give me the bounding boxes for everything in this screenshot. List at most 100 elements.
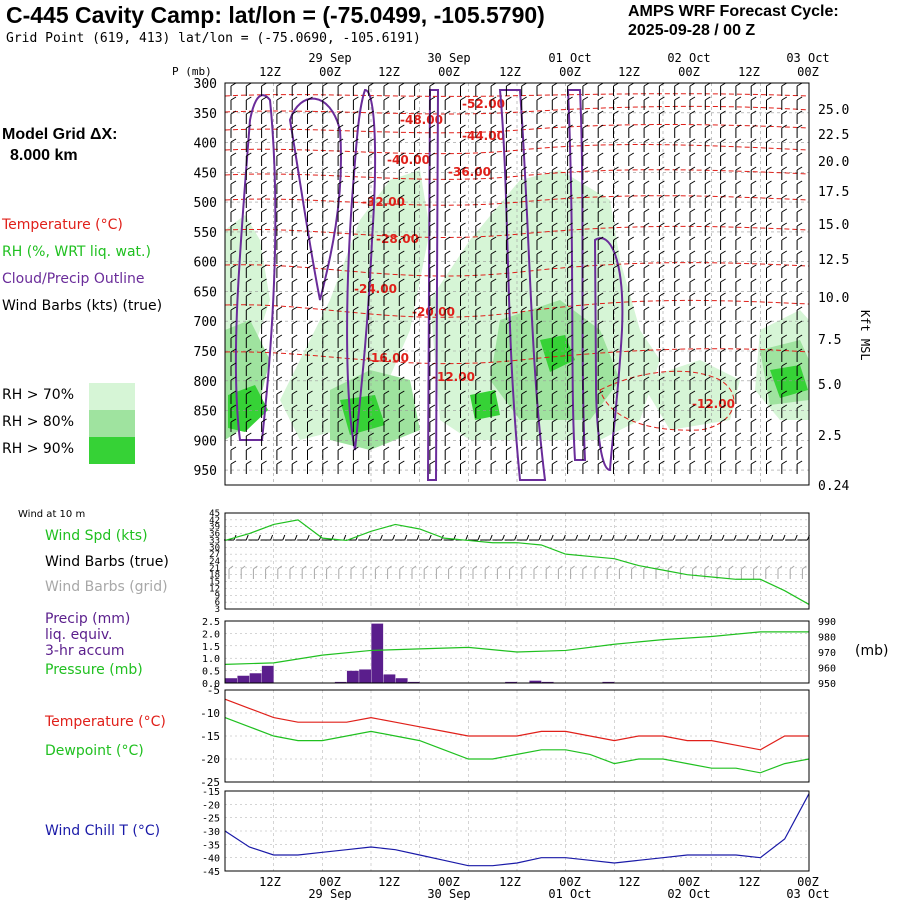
wind-barb	[490, 348, 497, 362]
wind-barb	[766, 348, 772, 362]
wind-barb	[245, 292, 252, 306]
wind-barb	[628, 194, 635, 208]
wind-barb-flag	[643, 138, 650, 143]
wind-barb-flag	[490, 404, 497, 409]
wind-barb	[276, 348, 283, 362]
bottom-hour-label: 12Z	[738, 875, 760, 889]
wind-barb-flag	[521, 152, 527, 157]
wind-barb-flag	[460, 110, 466, 115]
wind-barb-grid	[704, 565, 710, 579]
wind-barb-flag	[291, 432, 298, 437]
wind-barb-flag	[261, 208, 267, 213]
wind-barb-flag	[501, 534, 505, 541]
wind-barb-flag	[276, 404, 283, 409]
wind-barb	[704, 96, 711, 110]
wind-barb	[750, 236, 757, 250]
wind-barb-flag	[383, 362, 390, 367]
wind-barb	[383, 124, 390, 138]
wind-barb	[261, 446, 267, 460]
chill-tick-label: -25	[202, 814, 220, 825]
wind-barb-flag	[506, 446, 512, 451]
wind-barb-flag	[460, 376, 466, 381]
wind-barb-flag	[490, 446, 497, 451]
wind-barb	[781, 306, 788, 320]
wind-barb	[781, 194, 788, 208]
wind-barb	[429, 460, 436, 474]
wind-barb	[352, 166, 359, 180]
wind-barb-flag	[337, 376, 344, 381]
wind-barb	[368, 152, 374, 166]
wind-barb-flag	[753, 565, 758, 570]
wind-barb	[766, 334, 772, 348]
wind-barb-flag	[613, 96, 619, 101]
chill-tick-label: -20	[202, 800, 220, 811]
wind-speed-line	[224, 519, 810, 605]
wind-barb-true	[480, 534, 493, 541]
wind-barb-flag	[781, 446, 788, 451]
wind-barb-flag	[399, 236, 405, 241]
wind-barb-flag	[521, 292, 527, 297]
wind-barb	[643, 138, 650, 152]
wind-barb-flag	[521, 222, 527, 227]
wind-barb	[444, 124, 451, 138]
wind-barb-flag	[674, 334, 680, 339]
wind-barb-flag	[594, 565, 600, 570]
wind-barb	[689, 278, 696, 292]
wind-barb-flag	[379, 534, 383, 541]
rh70-label: RH > 70%	[2, 387, 75, 403]
wind-barb	[750, 138, 757, 152]
wind-barb-flag	[307, 110, 313, 115]
wind-barb	[536, 222, 543, 236]
wind-barb	[261, 236, 267, 250]
wind-barb-grid	[411, 565, 417, 579]
wind-barb	[352, 250, 359, 264]
precip-bar	[346, 670, 360, 684]
wind-barb	[444, 306, 451, 320]
wind-barb-flag	[720, 96, 726, 101]
wind-barb	[781, 418, 788, 432]
wind-barb-flag	[322, 362, 329, 367]
wind-barb-flag	[307, 460, 313, 465]
wind-barb-flag	[444, 180, 451, 185]
wind-barb	[796, 348, 803, 362]
wind-barb	[720, 152, 726, 166]
wind-barb-flag	[781, 124, 788, 129]
wind-barb-flag	[475, 348, 482, 353]
wind-barb	[628, 110, 635, 124]
wind-barb-flag	[230, 222, 237, 227]
wind-barb	[674, 166, 680, 180]
wind-barb	[291, 138, 298, 152]
wind-barb-flag	[728, 565, 734, 570]
wind-barb-flag	[276, 334, 283, 339]
wind-barb-flag	[689, 138, 696, 143]
wind-barb	[490, 236, 497, 250]
wind-barb	[781, 96, 788, 110]
wind-barb	[551, 110, 558, 124]
wind-barb-flag	[689, 334, 696, 339]
wind-barb	[613, 236, 619, 250]
wind-panel-header: Wind at 10 m	[18, 509, 86, 520]
wind-barb	[735, 194, 742, 208]
wind-barb	[796, 446, 803, 460]
wind-barb	[505, 124, 512, 138]
wind-barb	[276, 96, 283, 110]
wind-barb-flag	[674, 278, 680, 283]
chill-tick-label: -35	[202, 840, 220, 851]
wind-barb	[536, 138, 543, 152]
wind-barb-flag	[368, 180, 374, 185]
wind-barb	[551, 460, 558, 474]
wind-barb	[245, 110, 252, 124]
wind-barb-flag	[383, 418, 390, 423]
wind-barb	[766, 208, 772, 222]
wind-tick-label: 12	[209, 584, 220, 594]
wind-barb	[658, 96, 665, 110]
wind-barb-flag	[368, 320, 374, 325]
wind-barb-flag	[353, 348, 359, 353]
pressure-tick-label: 650	[194, 285, 217, 300]
wind-barb-true	[699, 534, 713, 541]
wind-barb-flag	[270, 534, 274, 541]
wind-barb-flag	[490, 348, 497, 353]
wind-barb-flag	[536, 418, 543, 423]
wind-barb-flag	[444, 460, 451, 465]
wind-barb	[750, 222, 757, 236]
